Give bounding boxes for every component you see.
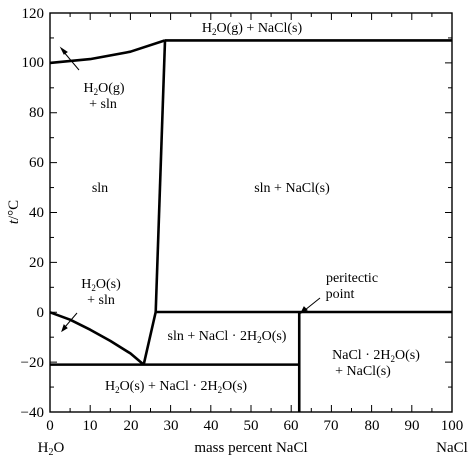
subscript: 2	[390, 354, 395, 364]
subscript: 2	[212, 27, 217, 37]
region-label-ice-hydrate: H2O(s) + NaCl · 2H2O(s)	[105, 379, 247, 395]
x-tick-label: 20	[124, 418, 139, 434]
y-tick-label: 80	[29, 105, 44, 121]
arrowhead	[299, 306, 308, 315]
region-label-hydrate-nacl: NaCl · 2H2O(s)	[332, 348, 420, 364]
region-label-sln-hydrate: sln + NaCl · 2H2O(s)	[168, 329, 287, 345]
y-tick-label: −40	[21, 405, 44, 421]
text-part: sln + NaCl · 2H	[168, 329, 258, 344]
arrow-to-ice-sln	[64, 312, 78, 328]
x-tick-label: 30	[164, 418, 179, 434]
x-tick-label: 60	[284, 418, 299, 434]
arrowhead	[59, 46, 68, 55]
x-tick-label: 50	[244, 418, 259, 434]
x-tick-label: 100	[441, 418, 464, 434]
text-part: O(s)	[96, 277, 121, 292]
text-part: H	[202, 21, 212, 36]
x-tick-label: 10	[83, 418, 98, 434]
x-left-end-suffix: O	[54, 440, 65, 456]
text-part: H	[105, 379, 115, 394]
y-tick-label: 100	[22, 55, 45, 71]
subscript: 2	[49, 447, 54, 458]
text-part: O(g)	[98, 81, 125, 96]
nacl-solubility-curve	[154, 40, 167, 313]
region-label-ice-sln: H2O(s)	[81, 277, 121, 293]
text-part: O(s)	[262, 329, 287, 344]
x-axis-left-end-label: H2O	[38, 440, 65, 458]
x-axis-right-end-label: NaCl	[436, 440, 468, 456]
x-tick-label: 70	[324, 418, 339, 434]
text-part: O(s) + NaCl · 2H	[120, 379, 218, 394]
x-tick-label: 0	[46, 418, 54, 434]
pointer-arrows	[59, 46, 321, 333]
text-part: H	[81, 277, 91, 292]
arrow-to-vapor-sln	[62, 50, 80, 71]
arrowhead	[61, 324, 68, 333]
region-label-vapor-sln-line2: + sln	[89, 97, 117, 112]
subscript: 2	[91, 283, 96, 293]
text-part: O(s)	[222, 379, 247, 394]
y-tick-label: 40	[29, 205, 44, 221]
x-tick-label: 80	[365, 418, 380, 434]
region-label-sln-nacl: sln + NaCl(s)	[254, 181, 330, 196]
text-part: NaCl · 2H	[332, 348, 390, 363]
y-tick-label: 0	[37, 305, 45, 321]
x-tick-label: 90	[405, 418, 420, 434]
region-label-ice-sln-line2: + sln	[87, 293, 115, 308]
y-tick-labels: 120 100 80 60 40 20 0 −20 −40	[21, 6, 44, 421]
axis-ticks	[49, 12, 453, 413]
phase-boundaries	[49, 39, 452, 412]
text-part: H	[83, 81, 93, 96]
y-tick-label: 60	[29, 155, 44, 171]
hydrate-solubility-curve	[142, 311, 157, 365]
subscript: 2	[257, 335, 262, 345]
y-axis-title-var: t	[6, 219, 22, 224]
x-tick-label: 40	[204, 418, 219, 434]
peritectic-label: peritectic	[326, 271, 378, 286]
boiling-point-curve	[49, 39, 166, 65]
region-label-vapor-sln: H2O(g)	[83, 81, 124, 97]
y-axis-title: t/°C	[6, 200, 22, 224]
region-labels: H2O(g) + NaCl(s) H2O(g) + sln sln sln + …	[81, 21, 420, 395]
region-label-sln: sln	[92, 181, 108, 196]
peritectic-label-line2: point	[326, 287, 355, 302]
text-part: O(s)	[395, 348, 420, 363]
y-tick-label: 120	[22, 6, 45, 22]
x-axis-title: mass percent NaCl	[194, 440, 307, 456]
arrow-to-peritectic-point	[304, 297, 321, 311]
y-tick-label: 20	[29, 255, 44, 271]
subscript: 2	[94, 87, 99, 97]
y-tick-label: −20	[21, 355, 44, 371]
plot-frame	[49, 12, 453, 413]
subscript: 2	[218, 385, 223, 395]
x-tick-labels: 0 10 20 30 40 50 60 70 80 90 100	[46, 418, 463, 434]
freezing-point-curve	[49, 311, 145, 366]
subscript: 2	[115, 385, 120, 395]
region-label-hydrate-nacl-line2: + NaCl(s)	[335, 364, 391, 379]
text-part: O(g) + NaCl(s)	[216, 21, 302, 36]
y-axis-title-unit: /°C	[6, 200, 22, 220]
region-label-vapor-nacl: H2O(g) + NaCl(s)	[202, 21, 303, 37]
